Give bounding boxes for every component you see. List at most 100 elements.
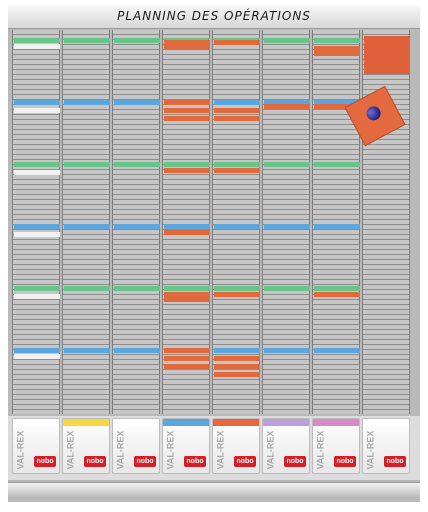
planning-board: PLANNING DES OPÉRATIONS VAL-REX nobo VAL-R… [8, 6, 420, 502]
header-card[interactable] [14, 100, 60, 105]
header-card[interactable] [314, 162, 360, 167]
white-card[interactable] [14, 232, 60, 237]
task-card[interactable] [164, 230, 210, 235]
pocket-brand: VAL-REX [115, 430, 126, 470]
header-card[interactable] [114, 162, 160, 167]
header-card[interactable] [214, 286, 260, 291]
planning-column [62, 30, 110, 414]
nobo-logo: nobo [234, 456, 256, 467]
header-card[interactable] [14, 38, 60, 43]
task-card[interactable] [214, 168, 260, 173]
pocket-brand: VAL-REX [315, 430, 326, 470]
task-card[interactable] [214, 108, 260, 113]
pocket-brand: VAL-REX [265, 430, 276, 470]
header-card[interactable] [314, 348, 360, 353]
nobo-logo: nobo [284, 456, 306, 467]
planning-column [312, 30, 360, 414]
white-card[interactable] [14, 108, 60, 113]
header-card[interactable] [214, 162, 260, 167]
header-card[interactable] [164, 286, 210, 291]
foot-rail [8, 482, 420, 497]
card-pocket[interactable]: VAL-REX nobo [362, 418, 410, 474]
header-card[interactable] [114, 348, 160, 353]
header-card[interactable] [264, 38, 310, 43]
task-card[interactable] [214, 292, 260, 297]
task-card[interactable] [164, 116, 210, 121]
header-card[interactable] [214, 100, 260, 105]
header-card[interactable] [314, 286, 360, 291]
task-card[interactable] [214, 372, 260, 377]
header-card[interactable] [114, 38, 160, 43]
pocket-brand: VAL-REX [365, 430, 376, 470]
task-card[interactable] [164, 40, 210, 50]
task-card[interactable] [264, 104, 310, 109]
task-card[interactable] [214, 356, 260, 361]
pocket-color-strip [213, 419, 259, 426]
task-card[interactable] [314, 292, 360, 297]
white-card[interactable] [14, 170, 60, 175]
white-card[interactable] [14, 354, 60, 359]
planning-column [112, 30, 160, 414]
pocket-brand: VAL-REX [65, 430, 76, 470]
header-card[interactable] [264, 100, 310, 105]
planning-column [162, 30, 210, 414]
task-card[interactable] [314, 46, 360, 56]
header-card[interactable] [64, 100, 110, 105]
task-card[interactable] [164, 364, 210, 369]
header-card[interactable] [114, 286, 160, 291]
card-pocket[interactable]: VAL-REX nobo [212, 418, 260, 474]
task-card[interactable] [214, 40, 260, 45]
nobo-logo: nobo [384, 456, 406, 467]
card-pocket[interactable]: VAL-REX nobo [112, 418, 160, 474]
task-card[interactable] [314, 104, 360, 109]
header-card[interactable] [64, 286, 110, 291]
task-card[interactable] [164, 356, 210, 361]
header-card[interactable] [14, 348, 60, 353]
header-card[interactable] [214, 348, 260, 353]
task-card[interactable] [164, 348, 210, 353]
header-card[interactable] [64, 348, 110, 353]
header-card[interactable] [114, 100, 160, 105]
red-card-stack[interactable] [364, 36, 410, 74]
header-card[interactable] [264, 162, 310, 167]
header-card[interactable] [314, 224, 360, 229]
card-pocket[interactable]: VAL-REX nobo [162, 418, 210, 474]
pocket-color-strip [163, 419, 209, 426]
header-card[interactable] [64, 38, 110, 43]
pocket-color-strip [63, 419, 109, 426]
card-pocket[interactable]: VAL-REX nobo [312, 418, 360, 474]
header-card[interactable] [14, 224, 60, 229]
pocket-color-strip [363, 419, 409, 426]
nobo-logo: nobo [34, 456, 56, 467]
task-card[interactable] [164, 168, 210, 173]
white-card[interactable] [14, 294, 60, 299]
header-card[interactable] [114, 224, 160, 229]
header-rail: PLANNING DES OPÉRATIONS [8, 6, 420, 29]
card-pocket[interactable]: VAL-REX nobo [262, 418, 310, 474]
header-card[interactable] [314, 100, 360, 105]
header-card[interactable] [264, 224, 310, 229]
header-card[interactable] [64, 224, 110, 229]
header-card[interactable] [14, 286, 60, 291]
header-card[interactable] [214, 224, 260, 229]
header-card[interactable] [164, 162, 210, 167]
task-card[interactable] [214, 116, 260, 121]
planning-column [262, 30, 310, 414]
task-card[interactable] [164, 100, 210, 105]
pocket-color-strip [263, 419, 309, 426]
task-card[interactable] [164, 108, 210, 113]
header-card[interactable] [164, 224, 210, 229]
card-pocket[interactable]: VAL-REX nobo [12, 418, 60, 474]
white-card[interactable] [14, 44, 60, 49]
header-card[interactable] [264, 348, 310, 353]
header-card[interactable] [64, 162, 110, 167]
bottom-rail: VAL-REX nobo VAL-REX nobo VAL-REX nobo VAL-REX… [8, 416, 420, 480]
card-pocket[interactable]: VAL-REX nobo [62, 418, 110, 474]
pocket-brand: VAL-REX [15, 430, 26, 470]
pocket-brand: VAL-REX [165, 430, 176, 470]
task-card[interactable] [164, 292, 210, 302]
header-card[interactable] [314, 38, 360, 43]
task-card[interactable] [214, 364, 260, 369]
header-card[interactable] [264, 286, 310, 291]
header-card[interactable] [14, 162, 60, 167]
